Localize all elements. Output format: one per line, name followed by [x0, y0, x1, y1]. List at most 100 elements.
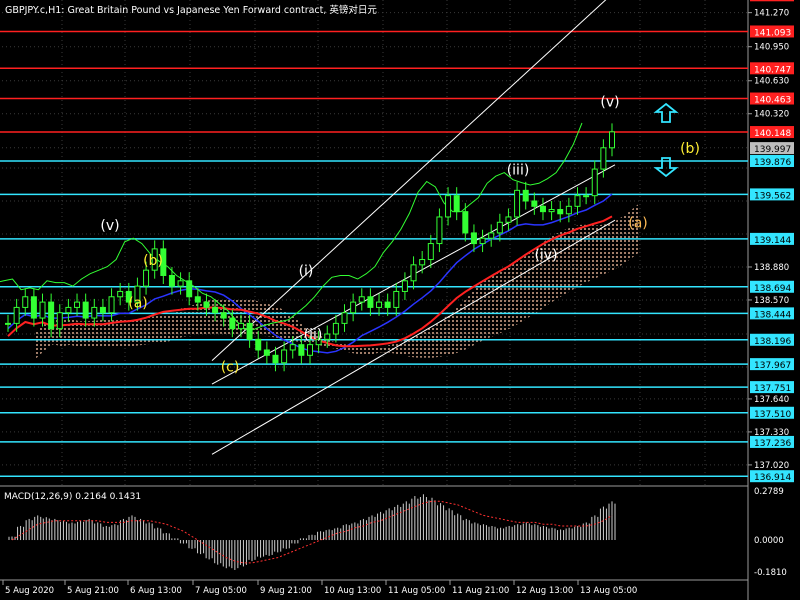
candle-body [13, 306, 20, 324]
price-candles [5, 123, 615, 372]
candle-body [583, 195, 590, 198]
price-tick-label: 138.880 [754, 263, 789, 273]
cloud-area [36, 202, 640, 359]
wave-label: (b) [680, 141, 700, 157]
candle-body [462, 211, 469, 234]
time-tick-label: 13 Aug 05:00 [580, 586, 637, 596]
level-tag [750, 126, 794, 139]
candle-body [151, 248, 158, 271]
time-tick-label: 5 Aug 2020 [5, 586, 54, 596]
level-tag [750, 406, 794, 419]
candle-body [341, 312, 348, 324]
candle-body [496, 221, 503, 234]
candle-body [332, 322, 339, 335]
level-tag-label: 137.510 [754, 410, 791, 420]
candle-body [5, 322, 11, 325]
level-tag-label: 138.444 [754, 310, 791, 320]
candle-body [548, 209, 555, 213]
price-tick-label: 137.330 [754, 428, 789, 438]
candle-body [177, 280, 184, 287]
wave-label: (i) [299, 263, 314, 279]
candle-body [65, 306, 72, 314]
candle-body [384, 301, 391, 308]
time-tick-label: 6 Aug 13:00 [130, 586, 182, 596]
lagging-span-line [0, 122, 583, 330]
candle-body [125, 290, 132, 303]
wave-label: (a) [128, 295, 148, 311]
candle-body [160, 248, 167, 276]
wave-label: (a) [628, 216, 648, 232]
price-axis: 141.433 141.093 140.747 140.463 140.148 139.9… [748, 0, 794, 483]
time-axis: 5 Aug 2020 5 Aug 21:00 6 Aug 13:00 7 Aug 05… [2, 580, 637, 596]
level-tag-label: 139.876 [754, 158, 791, 168]
time-tick-label: 11 Aug 05:00 [388, 586, 445, 596]
candle-body [514, 189, 521, 218]
price-tick-label: 140.630 [754, 77, 789, 87]
candle-body [445, 195, 452, 218]
candle-body [401, 280, 408, 292]
macd-axis-label: -0.1810 [754, 568, 787, 578]
level-tag [750, 358, 794, 371]
candle-body [505, 216, 512, 223]
time-tick-label: 9 Aug 21:00 [260, 586, 312, 596]
ichimoku-cloud [36, 202, 640, 359]
candle-body [117, 290, 124, 298]
current-price-label: 139.997 [754, 145, 791, 155]
level-tag [750, 280, 794, 293]
chart-title: GBPJPY.c,H1: Great Britain Pound vs Japa… [5, 4, 377, 16]
wave-label: (iii) [507, 162, 530, 178]
level-tag-label: 139.144 [754, 236, 791, 246]
wave-label: (ii) [304, 327, 323, 343]
candle-body [531, 200, 538, 207]
level-tag-label: 141.093 [754, 28, 791, 38]
macd-label: MACD(12,26,9) 0.2164 0.1431 [4, 492, 141, 502]
time-tick-label: 11 Aug 21:00 [452, 586, 509, 596]
candle-body [522, 189, 529, 202]
candle-body [134, 285, 141, 303]
candle-body [30, 296, 37, 319]
candle-body [22, 296, 29, 308]
candle-body [436, 216, 443, 245]
candle-body [220, 312, 227, 319]
price-tick-label: 137.640 [754, 395, 789, 405]
time-tick-label: 7 Aug 05:00 [195, 586, 247, 596]
price-tick-label: 140.950 [754, 43, 789, 53]
macd-axis-label: 0.0000 [754, 536, 784, 546]
candle-body [229, 317, 236, 330]
candle-body [194, 296, 201, 303]
wave-label: (v) [600, 95, 619, 111]
channel-bottom-line [211, 219, 616, 455]
arrows [653, 102, 679, 178]
current-price-tag [750, 142, 794, 155]
candle-body [74, 301, 81, 308]
candle-body [427, 243, 434, 261]
candle-body [108, 296, 115, 314]
macd-signal-line [11, 500, 613, 564]
candle-body [539, 205, 546, 213]
level-tag [750, 188, 794, 201]
candle-body [358, 296, 365, 303]
level-tag [750, 232, 794, 245]
horizontal-levels [0, 30, 748, 477]
level-tag [750, 435, 794, 448]
candle-body [350, 301, 357, 314]
candle-body [281, 349, 288, 364]
candle-body [212, 306, 219, 314]
level-tag-label: 139.562 [754, 191, 791, 201]
wave-label: (v) [100, 218, 119, 234]
level-tag-label: 136.914 [754, 473, 791, 483]
candle-body [39, 301, 46, 319]
level-tag-label: 140.747 [754, 65, 791, 75]
level-tag [750, 470, 794, 483]
price-tick-label: 141.270 [754, 9, 789, 19]
candle-body [237, 322, 244, 330]
candle-body [91, 306, 98, 319]
candle-body [367, 296, 374, 308]
level-tag-label: 137.967 [754, 361, 791, 371]
candle-body [470, 232, 477, 245]
candle-body [453, 195, 460, 213]
candle-body [376, 301, 383, 308]
level-tag [750, 62, 794, 75]
candle-body [56, 312, 63, 330]
